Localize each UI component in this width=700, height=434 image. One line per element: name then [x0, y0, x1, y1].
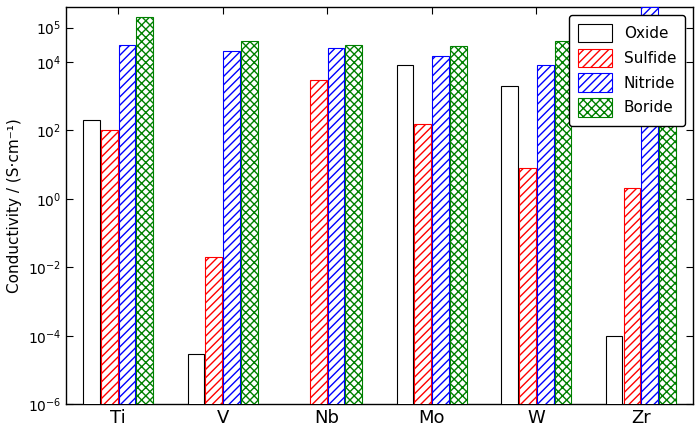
Bar [659, 24, 676, 434]
Bar [519, 168, 536, 434]
Bar [641, 7, 658, 434]
Bar [346, 46, 362, 434]
Bar [310, 80, 327, 434]
Bar [118, 46, 135, 434]
Bar [606, 336, 622, 434]
Bar [101, 130, 118, 434]
Bar [432, 56, 449, 434]
Bar [501, 86, 518, 434]
Bar [414, 124, 431, 434]
Bar [397, 65, 414, 434]
Bar [537, 65, 554, 434]
Bar [328, 48, 344, 434]
Legend: Oxide, Sulfide, Nitride, Boride: Oxide, Sulfide, Nitride, Boride [568, 15, 685, 126]
Bar [136, 17, 153, 434]
Bar [205, 257, 222, 434]
Y-axis label: Conductivity / (S·cm⁻¹): Conductivity / (S·cm⁻¹) [7, 118, 22, 293]
Bar [450, 46, 467, 434]
Bar [223, 52, 240, 434]
Bar [241, 41, 258, 434]
Bar [83, 120, 100, 434]
Bar [624, 188, 641, 434]
Bar [554, 41, 571, 434]
Bar [292, 414, 309, 434]
Bar [188, 354, 204, 434]
